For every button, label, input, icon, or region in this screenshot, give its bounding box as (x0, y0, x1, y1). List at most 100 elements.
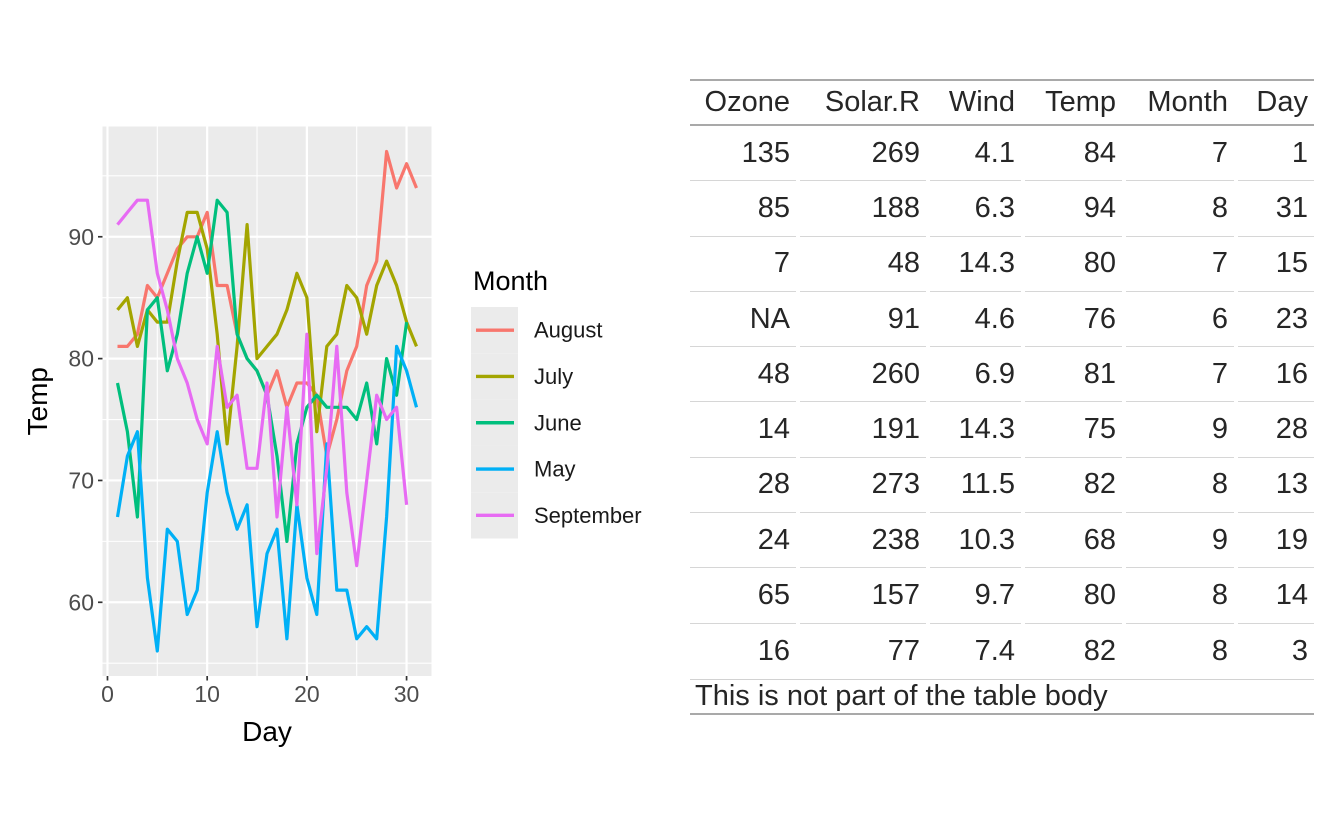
table-cell: 24 (690, 513, 796, 569)
legend-label-september: September (534, 503, 642, 528)
table-cell: 82 (1083, 634, 1116, 667)
table-footer: This is not part of the table body (690, 680, 1314, 715)
legend-title: Month (473, 266, 548, 296)
line-may (115, 344, 419, 653)
line-september (116, 198, 409, 568)
table-cell: 8 (1126, 458, 1234, 514)
table-cell: 14.3 (930, 237, 1021, 292)
y-tick-label: 80 (68, 346, 94, 372)
x-tick-label: 10 (194, 681, 220, 707)
legend-label-may: May (534, 457, 576, 482)
table-cell: 7 (1126, 126, 1234, 182)
table-cell: 7.4 (974, 634, 1015, 667)
header-cell-solar-r: Solar.R (824, 86, 920, 118)
table-cell: 6 (1126, 292, 1234, 348)
table-cell: 1 (1238, 126, 1314, 182)
table-body: 135 269 4.1 84 7 1 85 188 6.3 94 8 31 7 48 14.3 80 7 15 NA… (690, 126, 1314, 680)
table-cell: 48 (690, 347, 796, 403)
header-cell-wind: Wind (948, 86, 1015, 118)
legend-label-june: June (534, 410, 582, 435)
table-cell: 135 (690, 126, 796, 182)
table-cell: 19 (1238, 513, 1314, 569)
table-row: 7 48 14.3 80 7 15 (690, 237, 1314, 292)
table-cell: 13 (1238, 458, 1314, 514)
x-tick-label: 30 (394, 681, 420, 707)
table-cell: 82 (1025, 458, 1122, 514)
table-cell: 9 (1126, 513, 1234, 569)
table-footer-text: This is not part of the table body (695, 679, 1108, 712)
table-cell: 85 (690, 181, 796, 237)
table-cell: 28 (690, 458, 796, 514)
legend-label-july: July (534, 364, 573, 389)
table-cell: 191 (800, 402, 926, 458)
legend-label-august: August (534, 318, 603, 343)
y-axis-title: Temp (22, 367, 53, 435)
y-tick-label: 70 (68, 467, 94, 493)
temp-by-day-line-chart: 0 10 20 30 60 70 80 90 Day Temp Month August July Jun… (22, 126, 642, 747)
table-row: 24 238 10.3 68 9 19 (690, 513, 1314, 569)
table-cell: 4.6 (930, 292, 1021, 348)
table-cell: 14 (1238, 568, 1314, 624)
legend: Month August July June May September (471, 266, 642, 539)
table-row: 16 77 7.4 82 8 3 (690, 624, 1314, 680)
table-cell: 16 (757, 634, 790, 667)
table-cell: 14.3 (930, 402, 1021, 458)
table-row: NA 91 4.6 76 6 23 (690, 292, 1314, 348)
table-row: 14 191 14.3 75 9 28 (690, 402, 1314, 458)
table-cell: 6.9 (930, 347, 1021, 403)
table-cell: 84 (1025, 126, 1122, 182)
table-cell: 65 (690, 568, 796, 624)
table-cell: 75 (1025, 402, 1122, 458)
table-cell: 6.3 (930, 181, 1021, 237)
table-cell: 94 (1025, 181, 1122, 237)
table-cell: 28 (1238, 402, 1314, 458)
table-cell: 48 (800, 237, 926, 292)
table-cell: 260 (800, 347, 926, 403)
table-cell: 9 (1126, 402, 1234, 458)
table-cell: 188 (800, 181, 926, 237)
table-row: 48 260 6.9 81 7 16 (690, 347, 1314, 403)
header-cell-month: Month (1147, 86, 1228, 118)
grid-minor (102, 126, 432, 676)
table-row: 65 157 9.7 80 8 14 (690, 568, 1314, 624)
table-cell: 91 (800, 292, 926, 348)
table-row: 85 188 6.3 94 8 31 (690, 181, 1314, 237)
table-cell: 77 (887, 634, 920, 667)
table-cell: 7 (690, 237, 796, 292)
table-cell: 31 (1238, 181, 1314, 237)
x-tick-label: 20 (294, 681, 320, 707)
axis-tick-marks (98, 235, 408, 681)
table-cell: 76 (1025, 292, 1122, 348)
y-tick-label: 60 (68, 589, 94, 615)
table-cell: 7 (1126, 237, 1234, 292)
table-cell: 16 (1238, 347, 1314, 403)
table-cell: 68 (1025, 513, 1122, 569)
line-june (115, 198, 409, 544)
table-cell: 80 (1025, 568, 1122, 624)
table-cell: 7 (1126, 347, 1234, 403)
table-cell: 81 (1025, 347, 1122, 403)
table-cell: 80 (1025, 237, 1122, 292)
line-july (116, 210, 418, 446)
y-tick-label: 90 (68, 224, 94, 250)
table-cell: 15 (1238, 237, 1314, 292)
table-cell: 269 (800, 126, 926, 182)
table-cell: 157 (800, 568, 926, 624)
header-cell-ozone: Ozone (704, 86, 790, 118)
table-cell: 8 (1211, 634, 1228, 667)
header-cell-day: Day (1256, 86, 1308, 118)
x-axis-title: Day (242, 716, 292, 747)
table-cell: 9.7 (930, 568, 1021, 624)
table-cell: NA (690, 292, 796, 348)
table-cell: 3 (1291, 634, 1308, 667)
table-cell: 8 (1126, 568, 1234, 624)
table-row: 28 273 11.5 82 8 13 (690, 458, 1314, 514)
table-cell: 273 (800, 458, 926, 514)
series-lines (115, 149, 419, 653)
table-cell: 10.3 (930, 513, 1021, 569)
airquality-table: Ozone Solar.R Wind Temp Month Day 135 269 4.1 84… (690, 79, 1314, 715)
table-cell: 11.5 (930, 458, 1021, 514)
table-cell: 23 (1238, 292, 1314, 348)
grid-major (102, 126, 432, 676)
